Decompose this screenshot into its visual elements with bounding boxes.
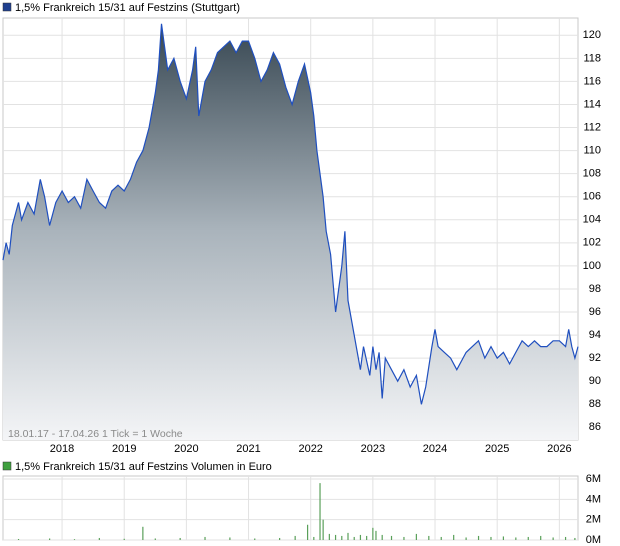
x-tick-label: 2021: [236, 443, 260, 455]
y-tick-label: 104: [583, 214, 601, 226]
volume-bar: [319, 483, 321, 540]
y-tick-label: 6M: [586, 473, 601, 485]
volume-bar: [381, 534, 383, 540]
volume-bar: [254, 538, 256, 540]
y-tick-label: 98: [589, 283, 601, 295]
volume-bar: [477, 535, 480, 540]
volume-bar: [390, 535, 393, 540]
y-tick-label: 96: [589, 306, 601, 318]
volume-bar: [334, 534, 337, 540]
y-tick-label: 0M: [586, 534, 601, 546]
y-tick-label: 110: [583, 145, 601, 157]
y-tick-label: 94: [589, 329, 601, 341]
x-tick-label: 2024: [423, 443, 447, 455]
y-tick-label: 102: [583, 237, 601, 249]
volume-bar: [279, 537, 281, 540]
y-tick-label: 106: [583, 191, 601, 203]
volume-bar: [322, 519, 324, 540]
volume-bar: [98, 537, 100, 540]
x-tick-label: 2022: [298, 443, 322, 455]
y-tick-label: 86: [589, 421, 601, 433]
volume-bar: [294, 535, 296, 540]
legend-swatch: [2, 461, 12, 471]
legend-swatch: [2, 2, 12, 12]
volume-bar: [428, 535, 430, 540]
volume-bar: [540, 535, 542, 540]
plot-frame: [2, 475, 579, 541]
volume-bar: [366, 535, 368, 540]
volume-bar: [306, 524, 309, 540]
volume-bar: [440, 536, 442, 540]
volume-bar: [73, 539, 76, 540]
y-tick-label: 92: [589, 352, 601, 364]
volume-bar: [527, 536, 529, 540]
volume-bar: [372, 527, 374, 540]
volume-bar: [17, 538, 20, 540]
x-tick-label: 2018: [50, 443, 74, 455]
x-tick-label: 2019: [112, 443, 136, 455]
x-tick-label: 2020: [174, 443, 198, 455]
volume-bar: [564, 536, 567, 540]
x-tick-label: 2026: [547, 443, 571, 455]
y-tick-label: 116: [583, 75, 601, 87]
y-tick-label: 112: [583, 121, 601, 133]
legend-title: 1,5% Frankreich 15/31 auf Festzins Volum…: [15, 461, 272, 473]
y-tick-label: 90: [589, 375, 601, 387]
y-tick-label: 100: [583, 260, 601, 272]
volume-bar: [490, 536, 492, 540]
y-tick-label: 108: [583, 168, 601, 180]
x-tick-label: 2025: [485, 443, 509, 455]
area-fill: [3, 23, 578, 441]
volume-bar: [179, 537, 181, 540]
volume-bar: [204, 536, 206, 540]
volume-bar: [403, 536, 405, 540]
y-tick-label: 88: [589, 398, 601, 410]
x-tick-label: 2023: [361, 443, 385, 455]
volume-bar: [328, 533, 330, 540]
volume-bar: [465, 537, 467, 540]
volume-bar: [453, 534, 455, 540]
y-tick-label: 120: [583, 29, 601, 41]
y-tick-label: 2M: [586, 514, 601, 526]
y-tick-label: 114: [583, 98, 601, 110]
volume-bar: [552, 537, 554, 540]
annotation: 18.01.17 - 17.04.26 1 Tick = 1 Woche: [8, 428, 183, 440]
price-line: [2, 23, 579, 405]
volume-bar: [341, 535, 343, 540]
volume-bar: [347, 532, 349, 540]
y-tick-label: 118: [583, 52, 601, 64]
volume-bar: [229, 537, 231, 540]
volume-bar: [142, 526, 144, 540]
legend-title: 1,5% Frankreich 15/31 auf Festzins (Stut…: [15, 2, 240, 14]
volume-bar: [123, 538, 125, 540]
volume-bar: [375, 530, 377, 540]
volume-bar: [415, 533, 417, 540]
volume-bar: [574, 537, 576, 540]
volume-bar: [313, 536, 315, 540]
volume-bar: [49, 538, 51, 540]
y-tick-label: 4M: [586, 493, 601, 505]
volume-bar: [515, 537, 517, 540]
volume-bar: [154, 538, 156, 540]
volume-bar: [353, 536, 355, 540]
volume-bar: [502, 536, 505, 540]
volume-bar: [359, 534, 362, 540]
